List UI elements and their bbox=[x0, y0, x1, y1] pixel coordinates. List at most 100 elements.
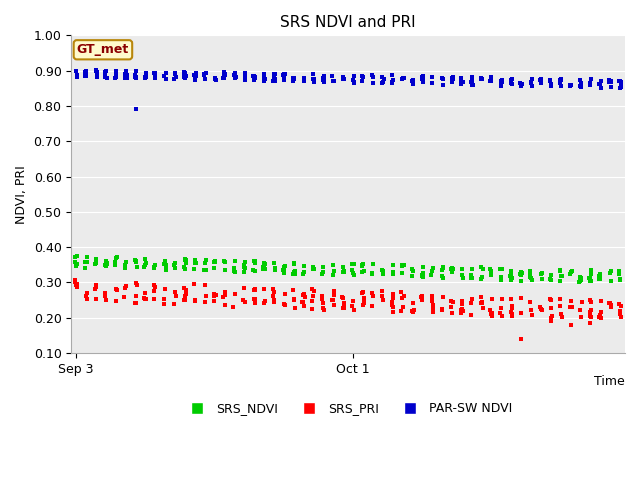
Point bbox=[189, 280, 199, 288]
Point bbox=[269, 73, 279, 81]
Point bbox=[545, 314, 556, 322]
Point bbox=[545, 276, 556, 283]
Point bbox=[339, 267, 349, 275]
Point bbox=[289, 260, 299, 268]
Point bbox=[614, 276, 625, 284]
Point bbox=[219, 257, 229, 265]
Point bbox=[179, 296, 189, 304]
Point bbox=[508, 80, 518, 88]
Point bbox=[378, 296, 388, 304]
Point bbox=[181, 72, 191, 79]
Point bbox=[339, 268, 349, 276]
Point bbox=[437, 74, 447, 82]
Point bbox=[308, 75, 319, 83]
Point bbox=[516, 271, 527, 278]
Point bbox=[616, 83, 626, 91]
Point bbox=[260, 265, 270, 273]
Point bbox=[100, 70, 110, 78]
Point bbox=[259, 77, 269, 84]
Point bbox=[180, 69, 191, 76]
Point bbox=[130, 256, 140, 264]
Point bbox=[376, 80, 387, 87]
Point bbox=[585, 319, 595, 327]
Point bbox=[149, 295, 159, 303]
Point bbox=[447, 74, 458, 82]
Point bbox=[456, 79, 467, 86]
Point bbox=[140, 72, 150, 80]
Point bbox=[546, 305, 556, 312]
Point bbox=[485, 307, 495, 314]
Point bbox=[91, 259, 101, 266]
Point bbox=[228, 267, 239, 275]
Point bbox=[418, 269, 428, 277]
Point bbox=[388, 303, 398, 311]
Point bbox=[406, 77, 417, 85]
Point bbox=[289, 75, 299, 83]
Point bbox=[456, 307, 466, 314]
Point bbox=[506, 77, 516, 84]
Point bbox=[131, 106, 141, 113]
Point bbox=[279, 72, 289, 80]
Point bbox=[408, 76, 418, 84]
Point bbox=[357, 262, 367, 269]
Point bbox=[486, 77, 496, 85]
Point bbox=[140, 289, 150, 297]
Point bbox=[209, 290, 219, 298]
Point bbox=[241, 69, 251, 76]
Point bbox=[249, 72, 259, 80]
Point bbox=[211, 76, 221, 84]
Point bbox=[327, 72, 337, 80]
Point bbox=[428, 264, 438, 272]
Point bbox=[110, 258, 120, 266]
Point bbox=[150, 74, 160, 82]
Point bbox=[141, 296, 151, 303]
Point bbox=[298, 291, 308, 299]
Point bbox=[418, 273, 428, 281]
Point bbox=[595, 297, 605, 305]
Point bbox=[230, 72, 241, 80]
Point bbox=[299, 77, 309, 84]
Point bbox=[466, 78, 476, 86]
Point bbox=[131, 292, 141, 300]
Point bbox=[269, 259, 279, 267]
Point bbox=[230, 290, 240, 298]
Point bbox=[596, 314, 606, 322]
Point bbox=[199, 266, 209, 274]
Point bbox=[416, 293, 426, 301]
Point bbox=[418, 78, 428, 86]
Point bbox=[554, 79, 564, 86]
Point bbox=[577, 298, 587, 306]
Point bbox=[131, 259, 141, 266]
Point bbox=[219, 69, 229, 76]
Point bbox=[248, 72, 259, 80]
Point bbox=[201, 292, 211, 300]
Point bbox=[239, 258, 250, 265]
Point bbox=[189, 265, 199, 273]
Point bbox=[308, 75, 318, 83]
Point bbox=[298, 298, 308, 306]
Point bbox=[547, 312, 557, 320]
Point bbox=[299, 76, 309, 84]
Point bbox=[299, 74, 309, 82]
Point bbox=[339, 75, 349, 83]
Point bbox=[92, 72, 102, 79]
Point bbox=[525, 270, 535, 278]
Point bbox=[397, 269, 408, 276]
Point bbox=[189, 71, 199, 78]
Point bbox=[408, 267, 419, 275]
Point bbox=[614, 275, 625, 283]
Point bbox=[486, 310, 496, 318]
Point bbox=[289, 75, 300, 83]
Point bbox=[427, 293, 437, 300]
Point bbox=[70, 259, 81, 266]
Point bbox=[497, 312, 507, 320]
Text: GT_met: GT_met bbox=[77, 43, 129, 56]
Point bbox=[140, 256, 150, 264]
Point bbox=[179, 256, 189, 264]
Point bbox=[387, 301, 397, 309]
Point bbox=[507, 274, 517, 282]
Point bbox=[426, 79, 436, 86]
Point bbox=[349, 79, 359, 86]
Point bbox=[101, 296, 111, 303]
Point bbox=[230, 71, 241, 79]
